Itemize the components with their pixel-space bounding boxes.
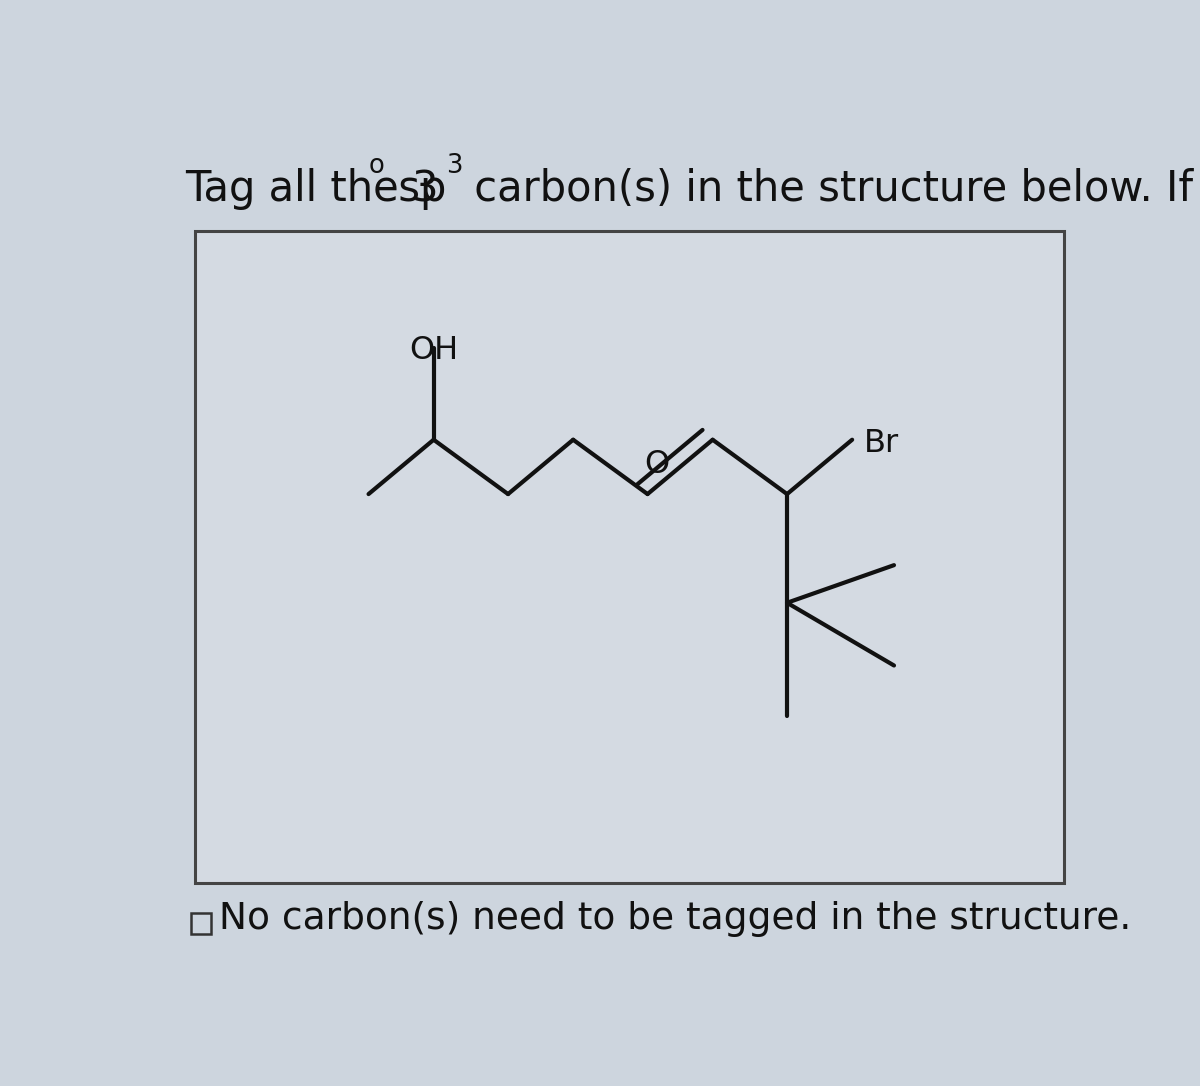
Text: o: o <box>370 153 385 179</box>
Text: Tag all the 3: Tag all the 3 <box>185 168 439 210</box>
Text: OH: OH <box>409 336 458 366</box>
Text: carbon(s) in the structure below. If there are n: carbon(s) in the structure below. If the… <box>461 168 1200 210</box>
Text: 3: 3 <box>445 153 462 179</box>
Text: sp: sp <box>385 168 446 210</box>
Bar <box>191 913 211 934</box>
Text: O: O <box>644 450 668 480</box>
Bar <box>194 230 1064 883</box>
Text: No carbon(s) need to be tagged in the structure.: No carbon(s) need to be tagged in the st… <box>218 901 1132 937</box>
Text: Br: Br <box>864 428 900 459</box>
